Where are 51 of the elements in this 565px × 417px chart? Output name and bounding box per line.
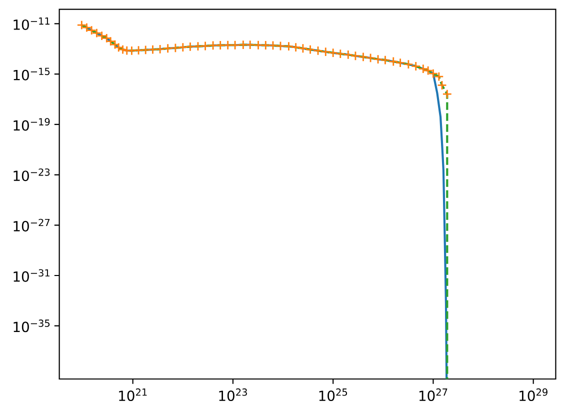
point [140, 45, 151, 55]
point [328, 48, 338, 58]
point [260, 40, 271, 50]
point [178, 42, 188, 52]
point [343, 50, 354, 60]
y-tick-label: 10$^{−19}$ [14, 118, 50, 131]
point [380, 55, 390, 65]
point [245, 40, 255, 50]
point [284, 41, 294, 52]
x-tick-label: 10$^{25}$ [319, 388, 348, 402]
point [358, 52, 368, 62]
point [404, 59, 414, 70]
x-tick-label: 10$^{27}$ [419, 388, 448, 402]
point [276, 41, 286, 51]
x-tick-label: 10$^{23}$ [219, 388, 247, 402]
point [162, 43, 173, 54]
point [126, 46, 137, 56]
point [320, 46, 331, 57]
point [388, 56, 398, 66]
point [305, 44, 316, 54]
point [155, 44, 165, 54]
point [134, 45, 144, 56]
y-tick-label: 10$^{−15}$ [14, 68, 50, 80]
point [410, 61, 421, 72]
point [230, 40, 240, 50]
point [366, 53, 376, 63]
point [185, 42, 196, 52]
y-tick-label: 10$^{−35}$ [14, 320, 50, 332]
point [373, 54, 383, 64]
point [298, 43, 308, 54]
point [313, 46, 323, 56]
point [193, 41, 203, 52]
y-tick-label: 10$^{−11}$ [14, 17, 50, 30]
point [200, 41, 210, 51]
point [268, 40, 278, 50]
y-tick-label: 10$^{−31}$ [14, 269, 50, 282]
point [253, 40, 264, 50]
point [350, 50, 360, 61]
x-tick-label: 10$^{21}$ [119, 388, 147, 402]
point [170, 43, 180, 53]
point [215, 40, 226, 50]
point [148, 44, 158, 54]
point [208, 40, 218, 50]
x-tick-label: 10$^{29}$ [520, 388, 548, 402]
y-tick-label: 10$^{−23}$ [14, 168, 50, 182]
point [222, 40, 233, 50]
point [290, 42, 301, 52]
point [336, 48, 346, 59]
y-tick-label: 10$^{−27}$ [14, 218, 50, 232]
point [395, 58, 406, 68]
point [238, 40, 248, 50]
